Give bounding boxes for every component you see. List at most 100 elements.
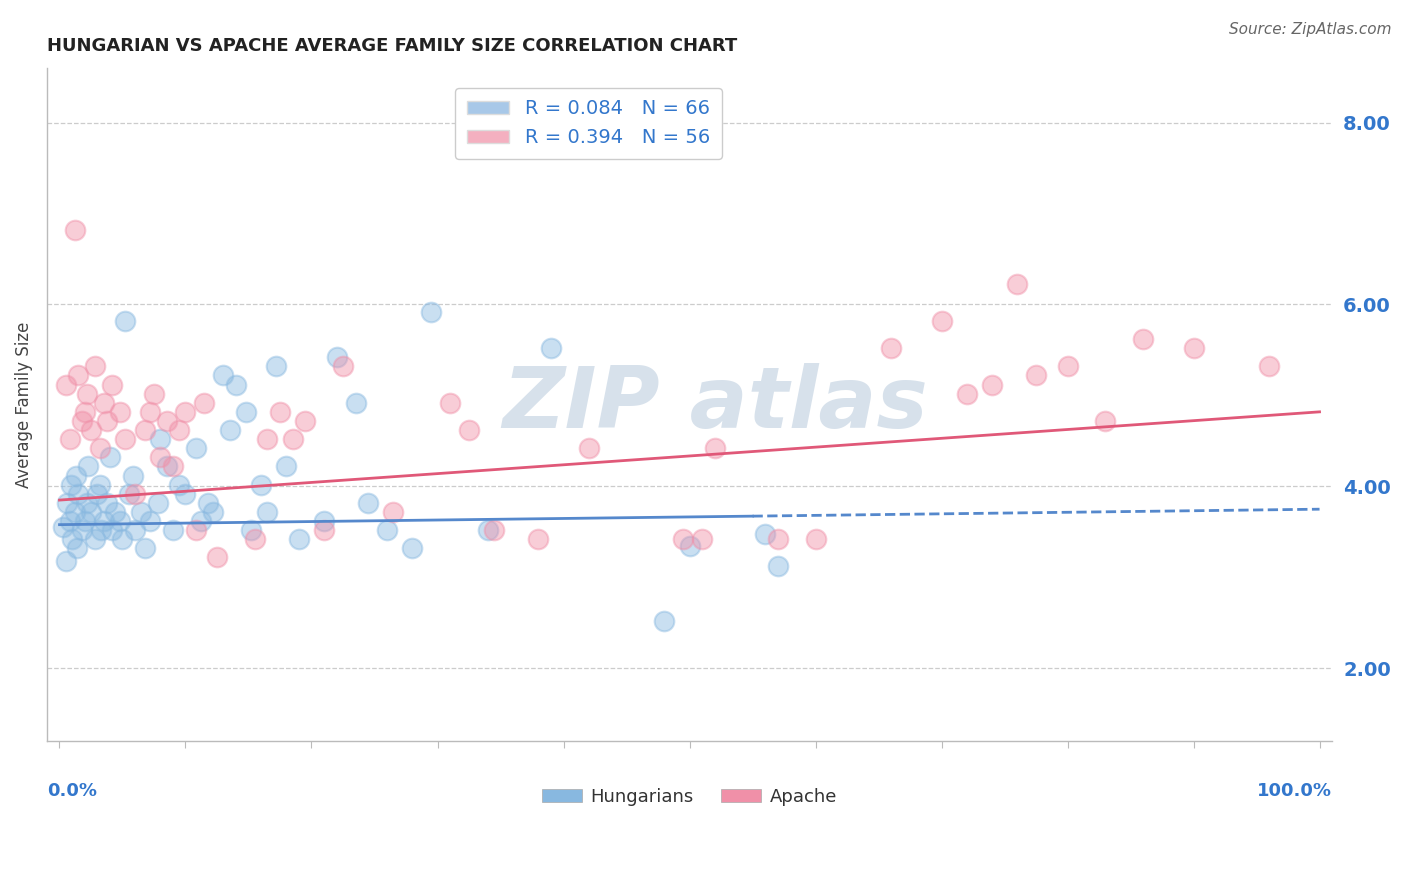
Point <box>1258 359 1281 374</box>
Point <box>114 314 136 328</box>
Point <box>55 377 77 392</box>
Point <box>281 432 304 446</box>
Point <box>375 523 398 537</box>
Point <box>256 505 278 519</box>
Point <box>86 486 108 500</box>
Point <box>52 520 75 534</box>
Point <box>980 377 1002 392</box>
Point <box>60 532 83 546</box>
Point <box>98 450 121 465</box>
Point <box>212 368 235 383</box>
Point <box>67 368 90 383</box>
Point <box>67 486 90 500</box>
Point <box>288 532 311 546</box>
Point <box>344 396 367 410</box>
Point <box>190 514 212 528</box>
Point <box>225 377 247 392</box>
Point <box>332 359 354 374</box>
Point <box>678 539 700 553</box>
Point <box>193 396 215 410</box>
Text: ZIP atlas: ZIP atlas <box>502 363 928 446</box>
Point <box>931 314 953 328</box>
Point <box>167 423 190 437</box>
Point <box>690 532 713 546</box>
Point <box>80 423 103 437</box>
Point <box>703 442 725 456</box>
Point <box>121 468 143 483</box>
Text: HUNGARIAN VS APACHE AVERAGE FAMILY SIZE CORRELATION CHART: HUNGARIAN VS APACHE AVERAGE FAMILY SIZE … <box>46 37 737 55</box>
Point <box>66 541 89 556</box>
Text: 0.0%: 0.0% <box>46 781 97 799</box>
Point <box>1182 341 1205 355</box>
Point <box>540 341 562 355</box>
Point <box>76 386 98 401</box>
Point <box>804 532 827 546</box>
Point <box>89 442 111 456</box>
Point <box>243 532 266 546</box>
Point <box>256 432 278 446</box>
Text: Source: ZipAtlas.com: Source: ZipAtlas.com <box>1229 22 1392 37</box>
Point <box>146 496 169 510</box>
Point <box>184 442 207 456</box>
Point <box>56 496 79 510</box>
Point <box>89 477 111 491</box>
Point <box>578 442 600 456</box>
Point <box>59 477 82 491</box>
Point <box>139 514 162 528</box>
Point <box>162 459 184 474</box>
Point <box>101 523 124 537</box>
Point <box>93 514 115 528</box>
Point <box>108 514 131 528</box>
Point <box>143 386 166 401</box>
Point <box>108 405 131 419</box>
Point <box>314 514 336 528</box>
Point <box>184 523 207 537</box>
Point <box>1094 414 1116 428</box>
Point <box>111 532 134 546</box>
Point <box>357 496 380 510</box>
Point <box>754 526 776 541</box>
Point <box>76 496 98 510</box>
Point <box>55 554 77 568</box>
Point <box>235 405 257 419</box>
Point <box>1056 359 1078 374</box>
Point <box>1132 332 1154 346</box>
Point <box>401 541 423 556</box>
Point <box>1005 277 1028 292</box>
Point <box>83 532 105 546</box>
Point <box>70 523 93 537</box>
Point <box>155 459 177 474</box>
Point <box>325 351 347 365</box>
Point <box>174 405 197 419</box>
Point <box>73 405 96 419</box>
Point <box>63 223 86 237</box>
Point <box>1025 368 1047 383</box>
Point <box>83 359 105 374</box>
Y-axis label: Average Family Size: Average Family Size <box>15 321 32 488</box>
Point <box>458 423 481 437</box>
Point <box>104 505 127 519</box>
Point <box>477 523 499 537</box>
Point <box>70 414 93 428</box>
Point <box>482 523 505 537</box>
Point <box>167 477 190 491</box>
Point <box>439 396 461 410</box>
Point <box>880 341 903 355</box>
Point <box>134 541 156 556</box>
Point <box>276 459 298 474</box>
Point <box>139 405 162 419</box>
Point <box>118 486 141 500</box>
Point <box>269 405 291 419</box>
Point <box>294 414 316 428</box>
Point <box>149 432 172 446</box>
Point <box>63 505 86 519</box>
Point <box>93 396 115 410</box>
Point <box>131 505 153 519</box>
Point <box>73 514 96 528</box>
Point <box>197 496 219 510</box>
Point <box>672 532 695 546</box>
Point <box>174 486 197 500</box>
Point <box>527 532 550 546</box>
Point <box>90 523 112 537</box>
Point <box>652 614 675 628</box>
